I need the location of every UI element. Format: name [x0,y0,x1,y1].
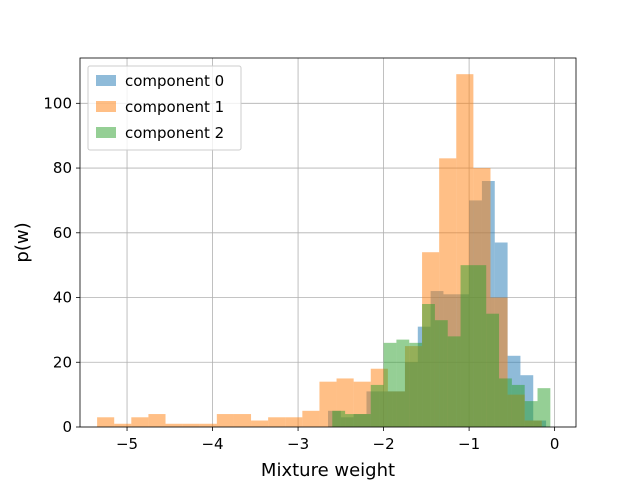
histogram-bar [97,417,115,427]
histogram-bar [473,265,487,427]
histogram-bar [165,423,183,427]
y-tick-label: 100 [43,94,72,112]
legend-label: component 1 [125,98,224,116]
x-axis-label: Mixture weight [261,460,395,480]
histogram-bar [447,336,461,427]
x-tick-label: −1 [458,435,480,453]
x-axis: −5 −4 −3 −2 −1 0 [116,427,559,453]
y-tick-label: 0 [62,418,72,436]
histogram-bar [199,423,217,427]
histogram-bar [383,342,397,427]
legend-swatch [96,127,116,138]
histogram-bar [434,320,448,427]
plot-frame [79,57,577,428]
histogram-bar [332,410,346,427]
x-tick-label: −4 [201,435,223,453]
y-tick-label: 20 [53,353,72,371]
histogram-bar [486,313,500,427]
histogram-bar [422,304,435,427]
histogram-bar [233,414,252,427]
histogram-bar [409,342,423,427]
y-tick-label: 60 [53,224,72,242]
legend-label: component 0 [125,72,224,90]
bars-group [97,74,551,428]
y-axis-label: p(w) [12,222,33,262]
y-tick-label: 40 [53,289,72,307]
legend-swatch [96,75,116,86]
x-tick-label: −3 [287,435,309,453]
series-2-bars [332,265,551,427]
histogram-bar [285,417,303,427]
histogram-bar [345,414,358,427]
histogram-bar [131,417,149,427]
histogram-bar [396,339,410,427]
histogram-bar [216,414,234,427]
y-axis: 0 20 40 60 80 100 [43,94,80,436]
histogram-bar [251,420,269,427]
histogram-bar [114,423,132,427]
histogram-bar [302,410,320,427]
histogram-bar [182,423,200,427]
y-tick-label: 80 [53,159,72,177]
histogram-bar [524,401,538,427]
x-tick-label: 0 [550,435,560,453]
legend-swatch [96,101,116,112]
histogram-bar [148,414,166,427]
histogram-bar [460,265,474,427]
x-tick-label: −2 [373,435,395,453]
x-tick-label: −5 [116,435,138,453]
histogram-bar [537,388,551,427]
legend: component 0 component 1 component 2 [87,65,242,151]
histogram-bar [357,414,371,427]
legend-label: component 2 [125,124,224,142]
histogram-bar [268,417,286,427]
histogram-bar [370,384,384,427]
legend-box [87,65,242,151]
histogram-bar [511,384,525,427]
histogram-bar [499,378,512,427]
